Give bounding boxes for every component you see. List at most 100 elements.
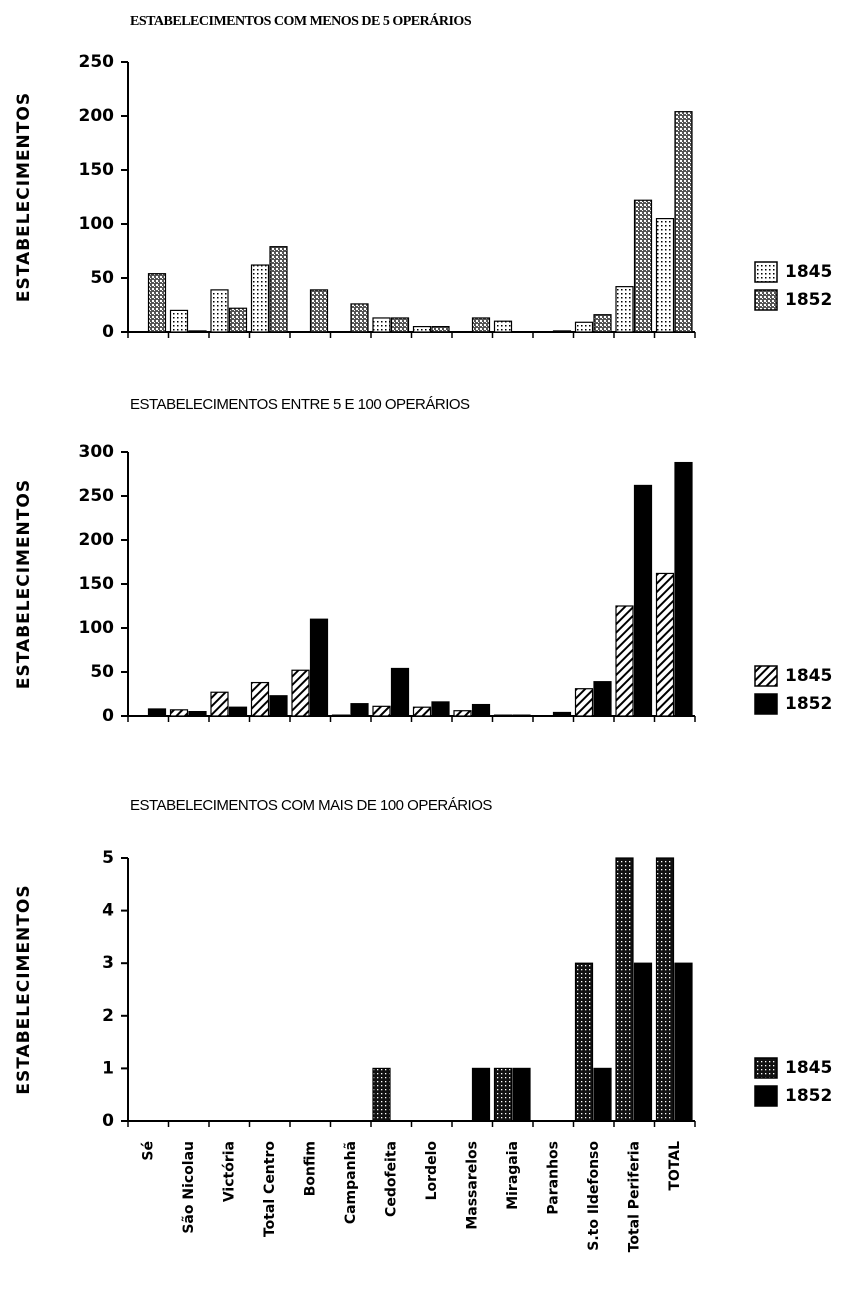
bar	[615, 605, 634, 717]
bar	[188, 330, 207, 333]
bar	[228, 307, 248, 333]
legend-label: 1852	[785, 290, 832, 310]
bar	[147, 273, 167, 333]
bar	[372, 1067, 391, 1122]
bar	[674, 461, 693, 717]
bar	[633, 484, 653, 717]
y-tick-label: 4	[102, 901, 114, 921]
bar	[228, 706, 248, 717]
bar	[655, 218, 675, 333]
x-tick-label: Lordelo	[424, 1141, 440, 1201]
bar	[574, 688, 594, 717]
legend-label: 1845	[785, 666, 832, 686]
bar	[309, 289, 329, 333]
bar	[412, 706, 432, 717]
y-tick-label: 1	[102, 1058, 114, 1078]
bar	[169, 309, 189, 333]
legend-label: 1852	[785, 1086, 832, 1106]
bar	[493, 714, 513, 717]
bar	[169, 709, 189, 717]
x-tick-label: Total Periferia	[626, 1141, 642, 1252]
bar	[512, 1067, 531, 1122]
bar	[633, 962, 653, 1122]
bar	[593, 314, 612, 333]
bar	[655, 857, 675, 1122]
bar	[674, 962, 693, 1122]
y-tick-label: 0	[102, 706, 114, 726]
y-tick-label: 2	[102, 1006, 114, 1026]
bar	[471, 703, 491, 717]
bar	[431, 701, 450, 717]
y-tick-label: 200	[79, 106, 115, 126]
y-tick-label: 150	[79, 574, 115, 594]
y-tick-label: 300	[79, 442, 115, 462]
bar	[615, 286, 634, 333]
bar	[269, 246, 288, 333]
bar	[615, 857, 634, 1122]
legend-swatch	[754, 1085, 778, 1107]
bar	[269, 695, 288, 717]
x-tick-label: São Nicolau	[181, 1141, 197, 1234]
y-axis-label: ESTABELECIMENTOS	[14, 479, 34, 689]
y-axis-label: ESTABELECIMENTOS	[14, 92, 34, 302]
legend-label: 1852	[785, 694, 832, 714]
legend-swatch	[754, 261, 778, 283]
y-tick-label: 200	[79, 530, 115, 550]
x-tick-label: Cedofeita	[383, 1141, 399, 1217]
bar	[655, 572, 675, 717]
bar	[309, 618, 329, 717]
bar	[593, 681, 612, 717]
y-tick-label: 150	[79, 160, 115, 180]
bar	[471, 1067, 491, 1122]
legend-swatch	[754, 665, 778, 687]
bar	[453, 710, 472, 717]
y-axis-label: ESTABELECIMENTOS	[14, 884, 34, 1094]
x-tick-label: Bonfim	[302, 1141, 318, 1196]
x-tick-label: Campanhã	[343, 1141, 359, 1224]
x-tick-label: Total Centro	[262, 1141, 278, 1237]
bar	[372, 705, 391, 717]
bar	[552, 330, 572, 333]
bar	[350, 703, 369, 717]
x-tick-label: Paranhos	[545, 1141, 561, 1215]
legend-label: 1845	[785, 1058, 832, 1078]
bar	[493, 1067, 513, 1122]
bar	[593, 1067, 612, 1122]
x-tick-label: Massarelos	[464, 1141, 480, 1230]
bar	[574, 962, 594, 1122]
bar	[147, 708, 167, 717]
bar	[431, 326, 450, 333]
y-tick-label: 100	[79, 618, 115, 638]
bar	[412, 326, 432, 333]
legend-swatch	[754, 693, 778, 715]
y-tick-label: 5	[102, 848, 114, 868]
y-tick-label: 50	[90, 662, 114, 682]
bar	[250, 264, 270, 333]
bar	[633, 199, 653, 333]
x-tick-label: Victória	[221, 1141, 237, 1202]
chart-title: ESTABELECIMENTOS COM MENOS DE 5 OPERÁRIO…	[130, 12, 472, 29]
bar	[331, 714, 351, 717]
x-tick-label: TOTAL	[667, 1141, 683, 1191]
legend-label: 1845	[785, 262, 832, 282]
y-tick-label: 250	[79, 486, 115, 506]
bar	[390, 317, 410, 333]
bar	[250, 681, 270, 717]
chart-title: ESTABELECIMENTOS ENTRE 5 E 100 OPERÁRIOS	[130, 396, 470, 413]
x-tick-label: Miragaia	[505, 1141, 521, 1210]
bar	[210, 289, 229, 333]
y-tick-label: 250	[79, 52, 115, 72]
bar	[512, 714, 531, 717]
y-tick-label: 50	[90, 268, 114, 288]
x-tick-label: Sé	[140, 1141, 156, 1161]
chart-title: ESTABELECIMENTOS COM MAIS DE 100 OPERÁRI…	[130, 797, 492, 814]
bar	[210, 691, 229, 717]
bar	[390, 667, 410, 717]
y-tick-label: 100	[79, 214, 115, 234]
y-tick-label: 3	[102, 953, 114, 973]
bar	[471, 317, 491, 333]
legend-swatch	[754, 289, 778, 311]
bar	[188, 710, 207, 717]
y-tick-label: 0	[102, 322, 114, 342]
